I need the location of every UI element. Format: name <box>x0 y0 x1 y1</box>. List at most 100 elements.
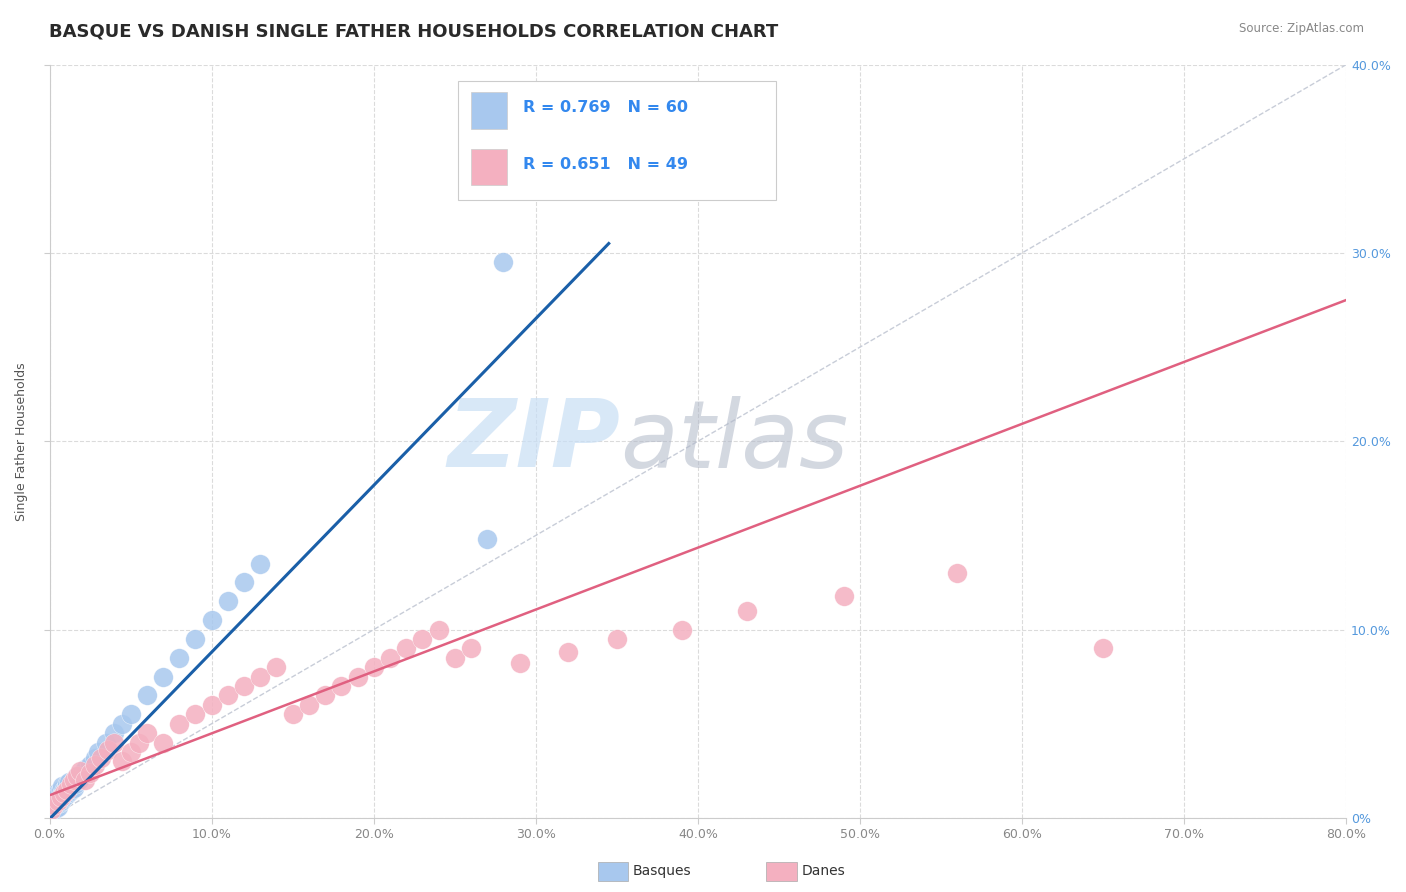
Basques <box>45 789 67 803</box>
Danes <box>314 689 336 703</box>
Basques <box>66 769 89 783</box>
Basques <box>46 784 69 798</box>
Basques <box>48 792 70 806</box>
Basques <box>44 796 66 810</box>
Danes <box>509 657 531 671</box>
Danes <box>946 566 969 580</box>
Basques <box>75 762 97 776</box>
Danes <box>266 660 288 674</box>
Danes <box>330 679 353 693</box>
Text: Basques: Basques <box>633 864 692 879</box>
Danes <box>427 623 450 637</box>
Basques <box>475 532 498 546</box>
Basques <box>55 780 77 795</box>
Basques <box>49 789 72 803</box>
Basques <box>58 775 80 789</box>
Text: ZIP: ZIP <box>447 395 620 487</box>
Basques <box>51 779 73 793</box>
Danes <box>217 689 239 703</box>
Basques <box>51 792 73 806</box>
Basques <box>492 255 515 269</box>
Danes <box>249 670 271 684</box>
Basques <box>53 790 76 805</box>
Danes <box>557 645 579 659</box>
Danes <box>606 632 628 646</box>
Danes <box>1092 641 1115 656</box>
FancyBboxPatch shape <box>458 81 776 200</box>
Basques <box>58 784 80 798</box>
Y-axis label: Single Father Households: Single Father Households <box>15 362 28 521</box>
Text: R = 0.769   N = 60: R = 0.769 N = 60 <box>523 100 688 115</box>
Basques <box>46 796 69 810</box>
Basques <box>49 794 72 808</box>
Danes <box>135 726 157 740</box>
Danes <box>378 650 401 665</box>
Basques <box>56 777 79 791</box>
Basques <box>233 575 256 590</box>
Danes <box>46 794 69 808</box>
Text: atlas: atlas <box>620 396 848 487</box>
Basques <box>217 594 239 608</box>
Basques <box>44 799 66 814</box>
Basques <box>201 613 224 627</box>
Basques <box>44 792 66 806</box>
Basques <box>63 773 86 788</box>
Danes <box>49 790 72 805</box>
Danes <box>90 750 112 764</box>
Basques <box>120 707 142 722</box>
Basques <box>42 796 65 810</box>
Danes <box>75 773 97 788</box>
Danes <box>111 755 134 769</box>
Danes <box>443 650 465 665</box>
Text: BASQUE VS DANISH SINGLE FATHER HOUSEHOLDS CORRELATION CHART: BASQUE VS DANISH SINGLE FATHER HOUSEHOLD… <box>49 22 779 40</box>
Danes <box>84 758 107 772</box>
Danes <box>671 623 693 637</box>
Danes <box>1368 77 1391 91</box>
Danes <box>184 707 207 722</box>
Danes <box>167 716 190 731</box>
Basques <box>79 758 101 772</box>
Basques <box>67 773 90 788</box>
Basques <box>56 786 79 800</box>
Danes <box>233 679 256 693</box>
Basques <box>44 803 66 817</box>
Basques <box>84 750 107 764</box>
Basques <box>46 792 69 806</box>
Danes <box>395 641 418 656</box>
Danes <box>69 764 91 778</box>
Danes <box>201 698 224 712</box>
Basques <box>167 650 190 665</box>
Basques <box>152 670 174 684</box>
Danes <box>281 707 304 722</box>
Basques <box>49 782 72 797</box>
Basques <box>45 801 67 815</box>
Basques <box>42 803 65 817</box>
Text: R = 0.651   N = 49: R = 0.651 N = 49 <box>523 156 688 171</box>
Basques <box>46 799 69 814</box>
Basques <box>59 782 82 797</box>
Danes <box>346 670 368 684</box>
Basques <box>60 779 83 793</box>
Basques <box>111 716 134 731</box>
Basques <box>53 782 76 797</box>
Basques <box>39 801 62 815</box>
Basques <box>184 632 207 646</box>
Danes <box>39 803 62 817</box>
Basques <box>63 780 86 795</box>
Basques <box>87 745 110 759</box>
Text: Danes: Danes <box>801 864 845 879</box>
Danes <box>832 589 855 603</box>
Basques <box>55 789 77 803</box>
Danes <box>128 735 150 749</box>
Basques <box>48 786 70 800</box>
Danes <box>44 797 66 812</box>
Basques <box>42 799 65 814</box>
Text: Source: ZipAtlas.com: Source: ZipAtlas.com <box>1239 22 1364 36</box>
Basques <box>135 689 157 703</box>
Basques <box>48 796 70 810</box>
Danes <box>460 641 482 656</box>
Basques <box>249 557 271 571</box>
Danes <box>363 660 385 674</box>
Danes <box>56 782 79 797</box>
Danes <box>53 786 76 800</box>
